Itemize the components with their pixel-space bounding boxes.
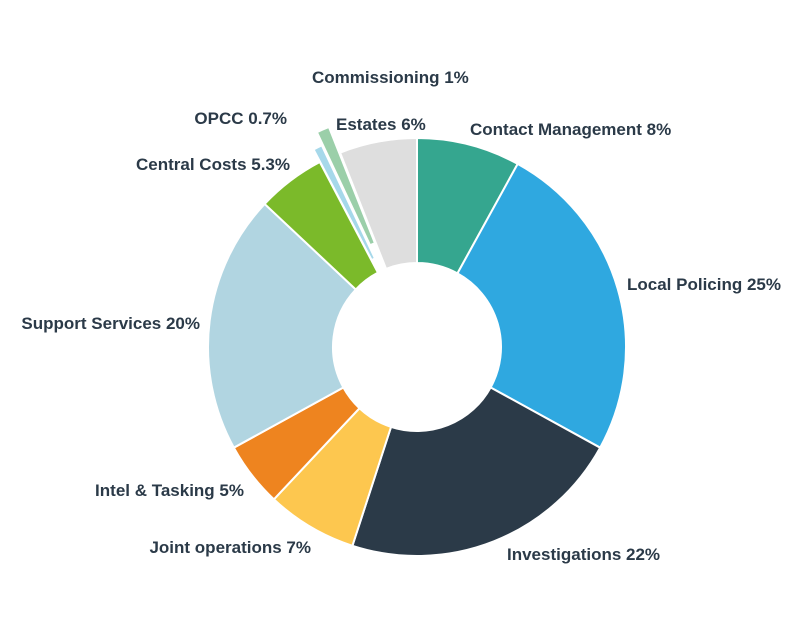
slice-label: Intel & Tasking 5% [95,481,244,500]
slice-local [456,162,627,450]
slice-label: Local Policing 25% [627,275,781,294]
slice-investigations [351,386,602,557]
slice-label: Estates 6% [336,115,426,134]
slice-estates [338,136,418,271]
slice-opcc [312,144,377,262]
slice-label: Support Services 20% [21,314,200,333]
slice-support [207,202,358,450]
slice-label: Central Costs 5.3% [136,155,290,174]
slice-label: Investigations 22% [507,545,660,564]
slices-group [207,125,627,557]
slice-label: Contact Management 8% [470,120,671,139]
slice-label: OPCC 0.7% [194,109,287,128]
labels-group: Contact Management 8% Local Policing 25% I… [21,68,781,564]
slice-label: Commissioning 1% [312,68,469,87]
slice-label: Joint operations 7% [149,538,311,557]
